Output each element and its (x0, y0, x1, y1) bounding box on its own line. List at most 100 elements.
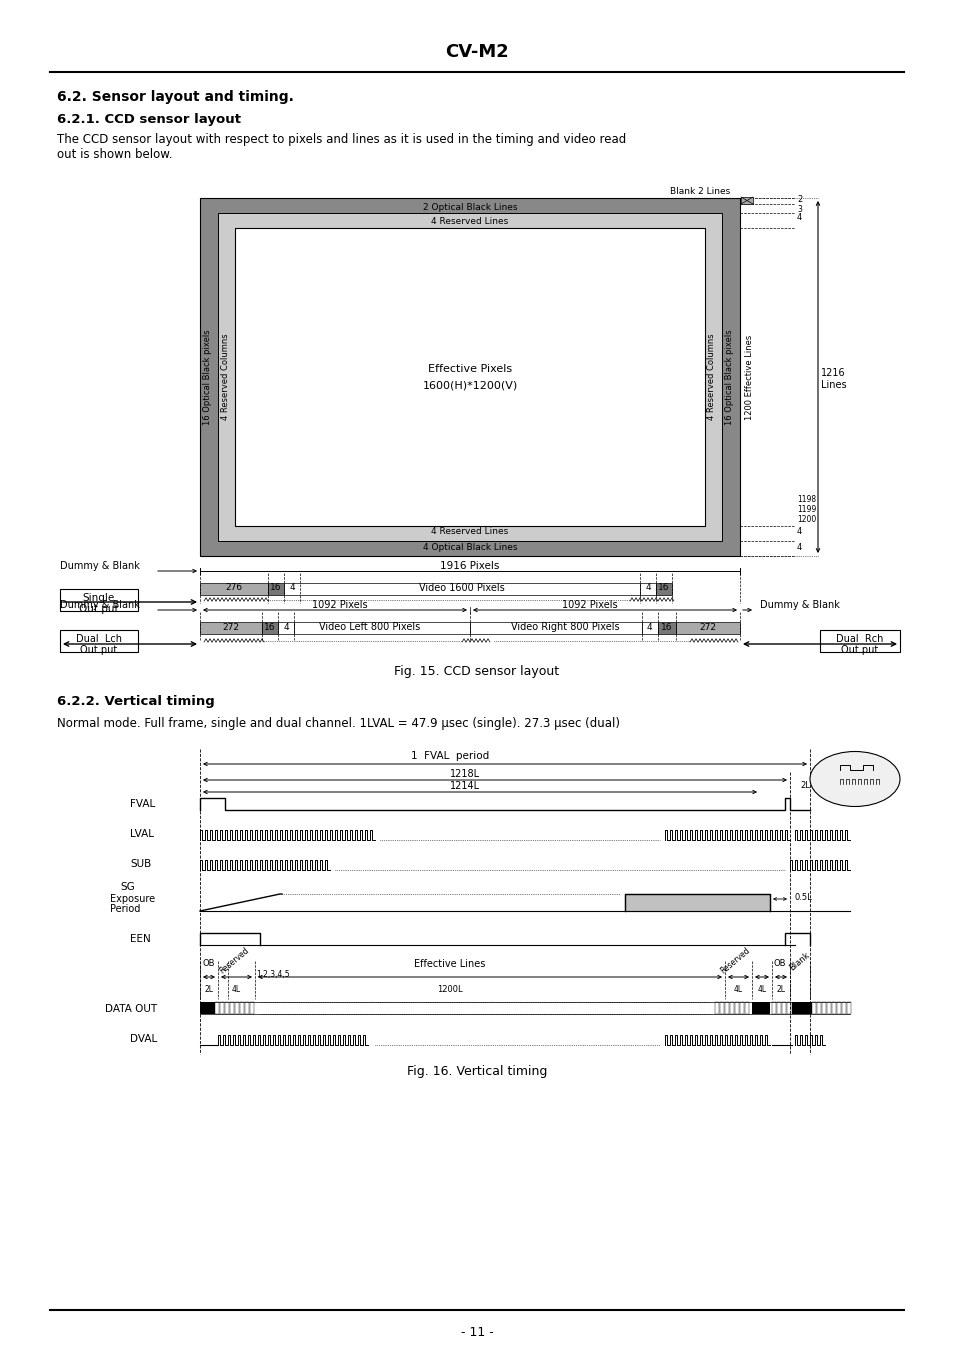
Text: 6.2. Sensor layout and timing.: 6.2. Sensor layout and timing. (57, 91, 294, 104)
Text: 4: 4 (283, 623, 289, 631)
Bar (724, 1002, 728, 1015)
Text: DVAL: DVAL (130, 1034, 157, 1044)
Bar (734, 1002, 739, 1015)
Bar (245, 1002, 249, 1015)
Text: 272: 272 (699, 623, 716, 631)
Bar (470, 621, 641, 634)
Text: Normal mode. Full frame, single and dual channel. 1LVAL = 47.9 μsec (single). 27: Normal mode. Full frame, single and dual… (57, 717, 619, 731)
Text: - 11 -: - 11 - (460, 1327, 493, 1339)
Text: Lines: Lines (821, 380, 845, 390)
Text: 4: 4 (796, 527, 801, 536)
Bar (836, 1002, 841, 1015)
Text: 1218L: 1218L (450, 769, 479, 780)
Text: 1216: 1216 (821, 367, 844, 378)
Text: EEN: EEN (130, 934, 151, 944)
Bar (200, 621, 262, 634)
Text: Dummy & Blank: Dummy & Blank (60, 600, 140, 611)
Text: The CCD sensor layout with respect to pixels and lines as it is used in the timi: The CCD sensor layout with respect to pi… (57, 134, 625, 146)
Bar (225, 1002, 229, 1015)
Text: Out put: Out put (79, 604, 119, 613)
Text: 4 Reserved Lines: 4 Reserved Lines (431, 527, 508, 536)
Text: OB: OB (203, 959, 215, 969)
Text: 4L: 4L (757, 985, 766, 993)
Text: CV-M2: CV-M2 (445, 43, 508, 61)
Bar (658, 621, 676, 634)
Text: Dummy & Blank: Dummy & Blank (60, 561, 140, 571)
Text: LVAL: LVAL (820, 777, 837, 786)
Text: 1600(H)*1200(V): 1600(H)*1200(V) (422, 380, 517, 390)
Bar (200, 584, 268, 594)
Bar (781, 1002, 785, 1015)
Text: 1200L: 1200L (436, 985, 462, 993)
Text: SG: SG (120, 882, 134, 892)
Text: Video Right 800 Pixels: Video Right 800 Pixels (510, 621, 618, 632)
Text: Period: Period (110, 904, 140, 915)
Text: FVAL: FVAL (820, 762, 838, 771)
Text: out is shown below.: out is shown below. (57, 149, 172, 162)
Text: 4: 4 (796, 543, 801, 553)
Bar (277, 621, 294, 634)
Text: 1200: 1200 (796, 515, 816, 523)
Text: 2L: 2L (204, 985, 213, 993)
Text: 16: 16 (270, 584, 281, 593)
Bar (656, 584, 671, 594)
Text: 4: 4 (289, 584, 294, 593)
Text: OB: OB (773, 959, 785, 969)
Bar (262, 621, 277, 634)
Bar (816, 1002, 821, 1015)
Text: 16 Optical Black pixels: 16 Optical Black pixels (724, 330, 734, 424)
Bar (846, 1002, 850, 1015)
Text: Fig. 15. CCD sensor layout: Fig. 15. CCD sensor layout (394, 666, 559, 678)
Bar (641, 621, 658, 634)
Bar (639, 584, 656, 594)
Bar (786, 1002, 790, 1015)
Text: 4 Reserved Columns: 4 Reserved Columns (221, 334, 231, 420)
Bar (676, 621, 740, 634)
Text: 1200 Effective Lines: 1200 Effective Lines (744, 335, 754, 420)
Text: Reserved: Reserved (217, 946, 251, 975)
Text: Dummy & Blank: Dummy & Blank (760, 600, 839, 611)
Text: 1199: 1199 (796, 504, 816, 513)
Ellipse shape (809, 751, 899, 807)
Text: 16: 16 (264, 623, 275, 631)
Bar (230, 1002, 233, 1015)
Bar (714, 1002, 719, 1015)
Text: 16: 16 (658, 584, 669, 593)
Text: 1092 Pixels: 1092 Pixels (561, 600, 618, 611)
Text: SUB: SUB (130, 859, 152, 869)
Bar (234, 1002, 239, 1015)
Text: 2: 2 (796, 196, 801, 204)
Bar (841, 1002, 845, 1015)
Text: Single: Single (83, 593, 115, 603)
Text: 4: 4 (796, 213, 801, 223)
Text: Dual  Rch: Dual Rch (836, 634, 882, 644)
Text: 16 Optical Black pixels: 16 Optical Black pixels (203, 330, 213, 424)
Text: 1198: 1198 (796, 494, 815, 504)
Text: Video Left 800 Pixels: Video Left 800 Pixels (319, 621, 420, 632)
Text: Blank: Blank (787, 950, 811, 971)
Text: DATA OUT: DATA OUT (105, 1004, 157, 1015)
Bar (60, 589, 138, 611)
Text: 1  FVAL  period: 1 FVAL period (411, 751, 489, 761)
Text: 2L: 2L (800, 781, 809, 790)
Text: Out put: Out put (841, 644, 878, 655)
Text: 1092 Pixels: 1092 Pixels (312, 600, 368, 611)
Text: 4 Reserved Columns: 4 Reserved Columns (707, 334, 716, 420)
Text: 4 Reserved Lines: 4 Reserved Lines (431, 216, 508, 226)
Bar (294, 621, 470, 634)
Bar (771, 1002, 775, 1015)
Bar (776, 1002, 781, 1015)
Bar (200, 199, 740, 557)
Bar (240, 1002, 244, 1015)
Bar (811, 1002, 815, 1015)
Text: Fig. 16. Vertical timing: Fig. 16. Vertical timing (406, 1065, 547, 1078)
Text: 1214L: 1214L (450, 781, 479, 790)
Bar (268, 584, 284, 594)
Text: 6.2.2. Vertical timing: 6.2.2. Vertical timing (57, 696, 214, 708)
Text: 1,2,3,4,5: 1,2,3,4,5 (255, 970, 290, 978)
Bar (740, 1002, 743, 1015)
Text: 4: 4 (645, 623, 651, 631)
Bar (831, 1002, 835, 1015)
Bar (820, 630, 899, 653)
Bar (60, 630, 138, 653)
